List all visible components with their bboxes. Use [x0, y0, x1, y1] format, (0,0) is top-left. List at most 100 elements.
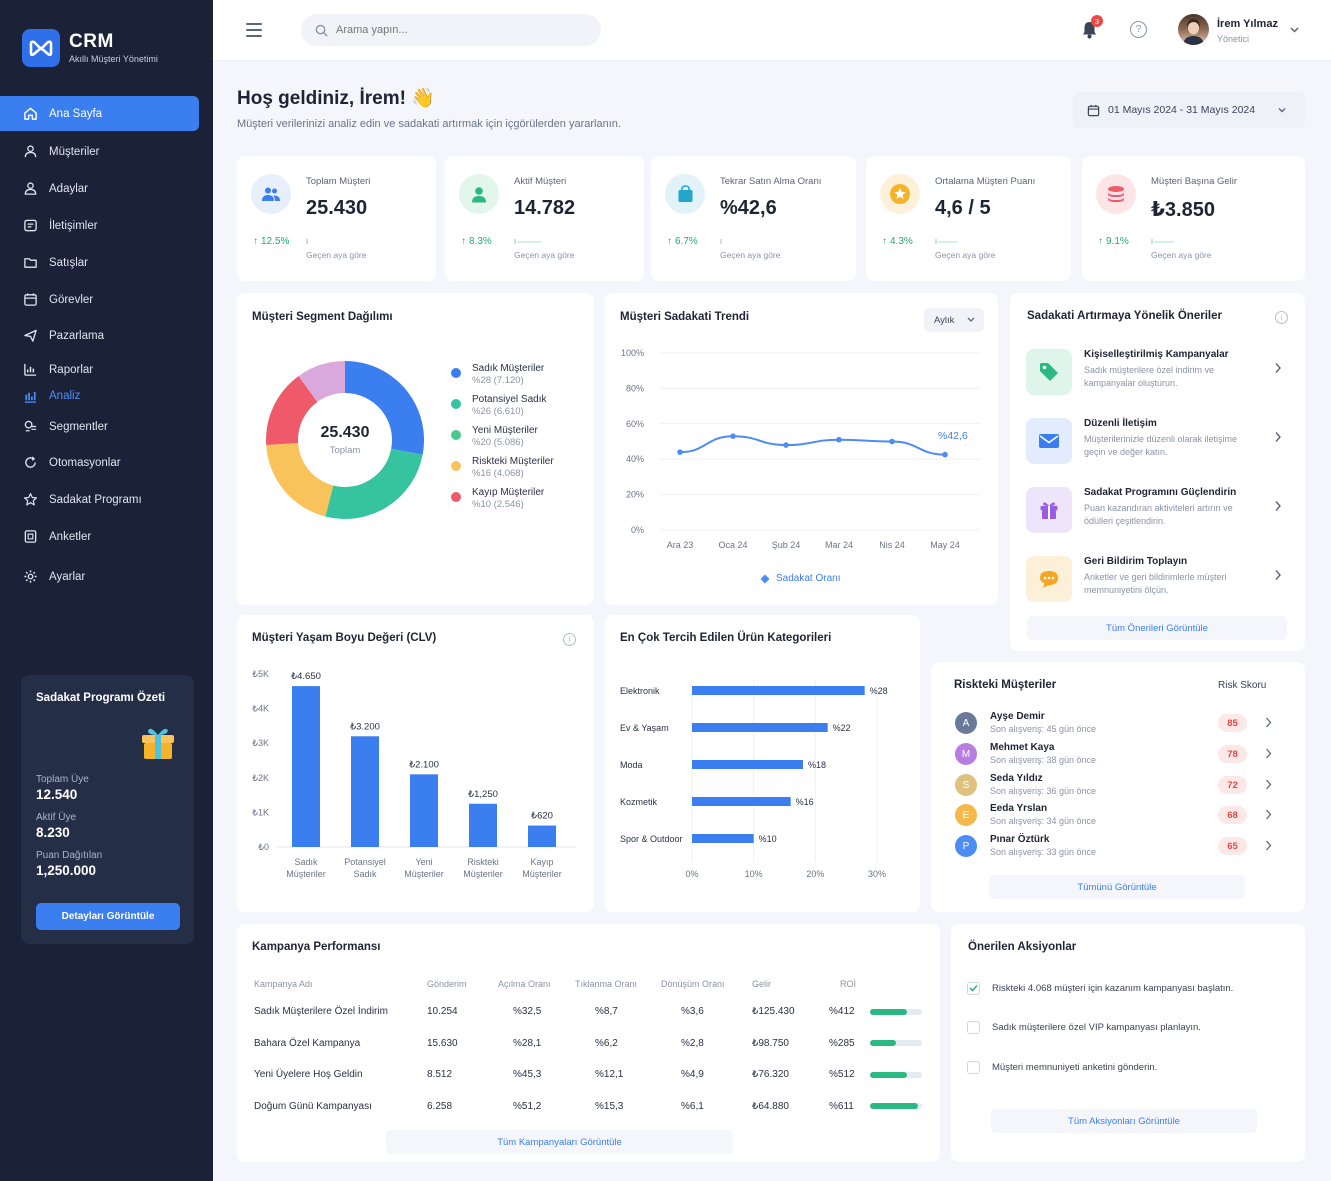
sidebar-item-iletisimler[interactable]: İletişimler — [0, 208, 200, 243]
table-row[interactable]: Sadık Müşterilere Özel İndirim 10.254 %3… — [252, 996, 926, 1028]
y-tick-label: ₺0 — [258, 842, 269, 852]
loyalty-active-label: Aktif Üye — [36, 812, 77, 823]
suggestion-title: Düzenli İletişim — [1084, 418, 1157, 429]
avatar: M — [955, 743, 977, 765]
y-tick-label: ₺3K — [252, 738, 269, 748]
y-tick-label: 100% — [621, 348, 644, 358]
checkbox[interactable] — [967, 1060, 980, 1074]
table-row[interactable]: S Seda Yıldız Son alışveriş: 36 gün önce… — [955, 773, 1273, 801]
sidebar-item-gorevler[interactable]: Görevler — [0, 282, 200, 317]
kpi-label: Toplam Müşteri — [306, 176, 371, 187]
trend-line — [679, 435, 946, 456]
search-bar[interactable] — [301, 14, 601, 46]
sidebar-item-ana-sayfa[interactable]: Ana Sayfa — [0, 96, 199, 131]
sidebar-item-musteriler[interactable]: Müşteriler — [0, 134, 200, 169]
checkbox-checked[interactable] — [967, 981, 980, 995]
table-row[interactable]: Doğum Günü Kampanyası 6.258 %51,2 %15,3 … — [252, 1091, 926, 1123]
topbar: 3 ? İrem Yılmaz Yönetici — [213, 0, 1331, 61]
avatar: S — [955, 774, 977, 796]
table-row[interactable]: Yeni Üyelere Hoş Geldin 8.512 %45,3 %12,… — [252, 1059, 926, 1091]
table-row[interactable]: E Eeda Yrslan Son alışveriş: 34 gün önce… — [955, 803, 1273, 831]
action-item[interactable]: Riskteki 4.068 müşteri için kazanım kamp… — [967, 978, 1287, 998]
suggestion-item[interactable]: Düzenli İletişim Müşterilerinizle düzenl… — [1026, 418, 1282, 478]
y-tick-label: 20% — [626, 490, 644, 500]
chevron-right-icon — [1266, 840, 1272, 851]
loyalty-summary-title: Sadakat Programı Özeti — [36, 692, 166, 704]
view-all-suggestions-button[interactable]: Tüm Önerileri Görüntüle — [1027, 616, 1287, 640]
risk-score-badge: 85 — [1218, 714, 1247, 732]
x-tick-label: Ara 23 — [667, 540, 694, 550]
campaign-table: Kampanya Adı Gönderim Açılma Oranı Tıkla… — [252, 972, 926, 1122]
column-header: Açılma Oranı — [498, 979, 551, 989]
kpi-label: Müşteri Başına Gelir — [1151, 176, 1238, 187]
segment-donut-chart — [266, 361, 424, 519]
action-item[interactable]: Sadık müşterilere özel VIP kampanyası pl… — [967, 1017, 1287, 1037]
kpi-value: 4,6 / 5 — [935, 197, 991, 219]
bar-value-label: ₺1,250 — [468, 789, 498, 800]
sidebar-item-analiz[interactable]: Analiz — [0, 386, 200, 406]
page-subtitle: Müşteri verilerinizi analiz edin ve sada… — [237, 118, 621, 130]
column-header-spacer — [870, 972, 926, 996]
date-range-picker[interactable]: 01 Mayıs 2024 - 31 Mayıs 2024 — [1073, 92, 1305, 128]
table-row[interactable]: M Mehmet Kaya Son alışveriş: 38 gün önce… — [955, 742, 1273, 770]
sidebar-item-label: Ayarlar — [49, 570, 86, 583]
notification-badge: 3 — [1091, 15, 1103, 27]
notification-bell[interactable]: 3 — [1081, 15, 1103, 44]
suggestion-item[interactable]: Sadakat Programını Güçlendirin Puan kaza… — [1026, 487, 1282, 547]
trend-point — [942, 451, 948, 458]
brand-logo[interactable]: CRM Akıllı Müşteri Yönetimi — [22, 29, 158, 67]
kpi-card-repeat-purchase[interactable]: Tekrar Satın Alma Oranı %42,6 ↑ 6.7% Geçe… — [651, 156, 856, 281]
roi-bar — [870, 1103, 922, 1110]
x-tick-label: Müşteriler — [463, 869, 503, 879]
sidebar-item-pazarlama[interactable]: Pazarlama — [0, 318, 200, 353]
avatar[interactable] — [1178, 14, 1209, 45]
roi-bar — [870, 1008, 922, 1015]
sidebar-item-anketler[interactable]: Anketler — [0, 519, 200, 554]
x-tick-label: Kayıp — [530, 857, 553, 867]
risk-score-badge: 68 — [1218, 806, 1247, 824]
sidebar-item-otomasyonlar[interactable]: Otomasyonlar — [0, 445, 200, 480]
sidebar-item-label: Otomasyonlar — [49, 456, 121, 469]
sidebar-item-satislar[interactable]: Satışlar — [0, 245, 200, 280]
sidebar-item-segmentler[interactable]: Segmentler — [0, 409, 200, 444]
sidebar-item-ayarlar[interactable]: Ayarlar — [0, 559, 200, 594]
roi-bar-cell — [870, 1059, 926, 1091]
user-name[interactable]: İrem Yılmaz — [1217, 18, 1278, 30]
x-tick-label: Müşteriler — [286, 869, 326, 879]
campaign-open-rate: %51,2 — [513, 1100, 542, 1112]
segment-title: Müşteri Segment Dağılımı — [252, 311, 393, 323]
search-input[interactable] — [336, 24, 576, 36]
view-all-risk-button[interactable]: Tümünü Görüntüle — [989, 875, 1245, 899]
sidebar-item-raporlar[interactable]: Raporlar — [0, 352, 200, 387]
view-all-actions-button[interactable]: Tüm Aksiyonları Görüntüle — [991, 1109, 1257, 1133]
suggestion-item[interactable]: Geri Bildirim Toplayın Anketler ve geri … — [1026, 556, 1282, 616]
risk-customer-name: Ayşe Demir — [990, 711, 1045, 722]
kpi-card-active-customers[interactable]: Aktif Müşteri 14.782 ↑ 8.3% Geçen aya gör… — [445, 156, 644, 281]
roi-bar — [870, 1071, 922, 1078]
kpi-card-average-score[interactable]: Ortalama Müşteri Puanı 4,6 / 5 ↑ 4.3% Geç… — [866, 156, 1071, 281]
kpi-card-total-customers[interactable]: Toplam Müşteri 25.430 ↑ 12.5% Geçen aya g… — [237, 156, 436, 281]
view-all-campaigns-button[interactable]: Tüm Kampanyaları Görüntüle — [386, 1130, 733, 1154]
info-icon[interactable]: i — [563, 633, 576, 646]
checkbox[interactable] — [967, 1020, 980, 1034]
period-dropdown[interactable]: Aylık — [924, 308, 984, 332]
x-tick-label: Müşteriler — [404, 869, 444, 879]
table-row[interactable]: Bahara Özel Kampanya 15.630 %28,1 %6,2 %… — [252, 1028, 926, 1060]
info-icon[interactable]: i — [1275, 311, 1288, 324]
sidebar-item-sadakat-programi[interactable]: Sadakat Programı — [0, 482, 200, 517]
sidebar-item-adaylar[interactable]: Adaylar — [0, 171, 200, 206]
risk-customer-last: Son alışveriş: 45 gün önce — [990, 724, 1097, 734]
clv-bar — [351, 736, 379, 847]
table-row[interactable]: P Pınar Öztürk Son alışveriş: 33 gün önc… — [955, 834, 1273, 862]
suggestion-item[interactable]: Kişiselleştirilmiş Kampanyalar Sadık müş… — [1026, 349, 1282, 409]
menu-icon[interactable] — [246, 23, 262, 37]
chevron-down-icon[interactable] — [1289, 24, 1300, 35]
action-text: Sadık müşterilere özel VIP kampanyası pl… — [992, 1021, 1201, 1033]
kpi-card-revenue-per-customer[interactable]: Müşteri Başına Gelir ₺3.850 ↑ 9.1% Geçen … — [1082, 156, 1305, 281]
table-row[interactable]: A Ayşe Demir Son alışveriş: 45 gün önce … — [955, 711, 1273, 739]
send-icon — [22, 328, 38, 344]
help-icon[interactable]: ? — [1130, 21, 1147, 38]
x-tick-label: Müşteriler — [522, 869, 562, 879]
action-item[interactable]: Müşteri memnuniyeti anketini gönderin. — [967, 1057, 1287, 1077]
loyalty-details-button[interactable]: Detayları Görüntüle — [36, 903, 180, 930]
